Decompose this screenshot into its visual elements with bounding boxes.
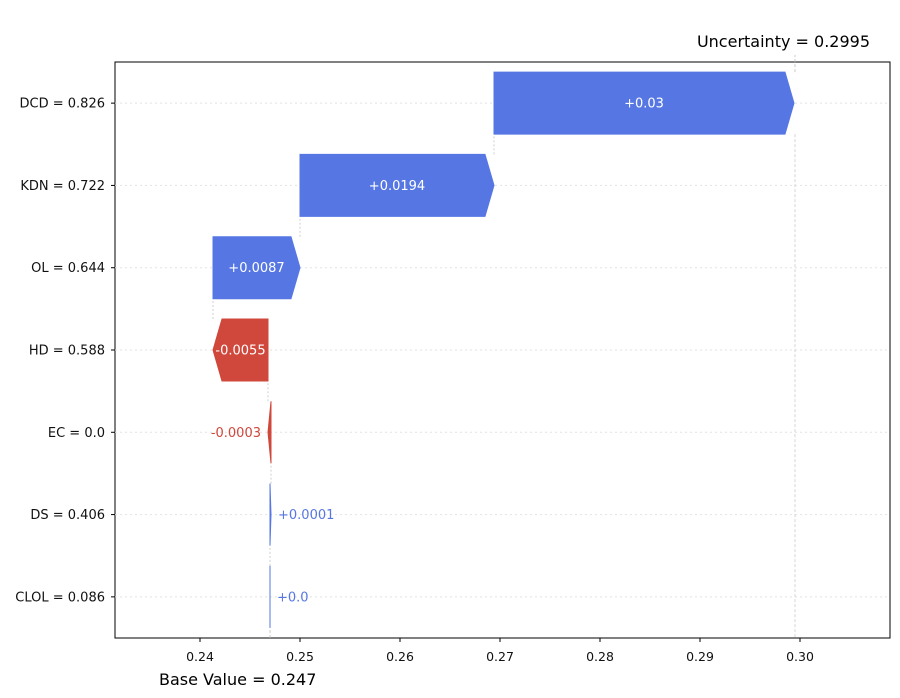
- final-value-annotation: Uncertainty = 0.2995: [697, 32, 870, 51]
- data-label: -0.0003: [211, 426, 261, 441]
- x-tick-label: 0.25: [286, 649, 314, 664]
- data-label: +0.0087: [228, 261, 284, 276]
- y-tick-label: KDN = 0.722: [20, 179, 105, 194]
- waterfall-bar: [299, 153, 495, 217]
- data-label: +0.0: [277, 590, 309, 605]
- waterfall-bar: [267, 401, 272, 464]
- x-tick-label: 0.26: [386, 649, 414, 664]
- x-tick-label: 0.28: [586, 649, 614, 664]
- waterfall-bar: [269, 483, 272, 546]
- final-value-number: 0.2995: [814, 32, 870, 51]
- waterfall-bar: [493, 71, 795, 135]
- data-label: +0.0194: [369, 179, 425, 194]
- final-value-label: Uncertainty: [697, 32, 790, 51]
- data-label: +0.0001: [278, 508, 334, 523]
- base-value-number: 0.247: [271, 670, 317, 689]
- base-value-label: Base Value: [159, 670, 247, 689]
- y-tick-label: CLOL = 0.086: [15, 590, 105, 605]
- base-value-annotation: Base Value = 0.247: [159, 670, 316, 689]
- y-tick-label: OL = 0.644: [31, 261, 105, 276]
- x-tick-label: 0.30: [786, 649, 814, 664]
- data-label: +0.03: [624, 97, 664, 112]
- waterfall-bar: [212, 318, 269, 382]
- y-tick-label: HD = 0.588: [29, 344, 105, 359]
- y-tick-label: DS = 0.406: [30, 508, 105, 523]
- x-tick-label: 0.27: [486, 649, 514, 664]
- x-tick-label: 0.29: [686, 649, 714, 664]
- waterfall-bar: [212, 236, 301, 300]
- data-label: -0.0055: [215, 344, 265, 359]
- x-tick-label: 0.24: [186, 649, 214, 664]
- y-tick-label: EC = 0.0: [48, 426, 105, 441]
- y-tick-label: DCD = 0.826: [20, 97, 105, 112]
